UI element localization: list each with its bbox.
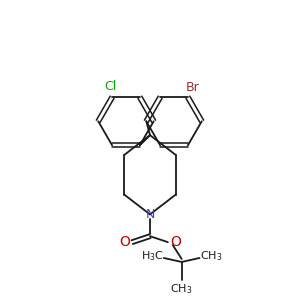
Text: H$_3$C: H$_3$C [140,249,164,263]
Text: CH$_3$: CH$_3$ [200,249,223,263]
Text: CH$_3$: CH$_3$ [170,282,193,296]
Text: Br: Br [186,81,200,94]
Text: N: N [145,208,155,221]
Text: O: O [170,235,181,249]
Text: O: O [119,235,130,249]
Text: Cl: Cl [104,80,116,93]
